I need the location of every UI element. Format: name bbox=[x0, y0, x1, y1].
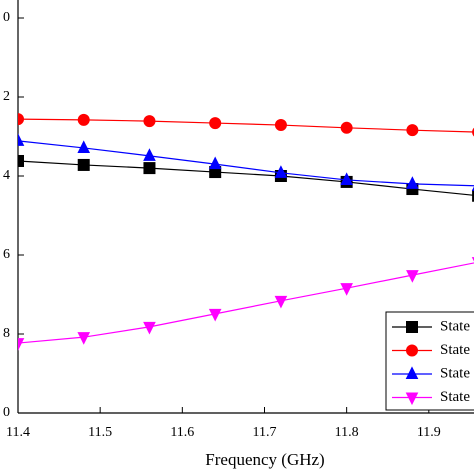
data-point bbox=[143, 115, 156, 128]
y-tick-label: 0 bbox=[3, 10, 10, 25]
data-point bbox=[18, 154, 24, 167]
legend-label: State bbox=[440, 365, 470, 381]
data-point bbox=[18, 113, 24, 126]
data-point bbox=[77, 332, 91, 345]
x-tick-label: 11.7 bbox=[252, 425, 276, 440]
data-point bbox=[77, 113, 90, 126]
data-point bbox=[208, 156, 222, 170]
series-line bbox=[18, 160, 474, 196]
data-point bbox=[406, 270, 419, 283]
x-axis-label: Frequency (GHz) bbox=[205, 450, 324, 469]
data-point bbox=[143, 321, 156, 335]
data-point bbox=[340, 172, 353, 185]
x-tick-label: 11.8 bbox=[335, 425, 359, 440]
data-point bbox=[18, 338, 25, 351]
data-point bbox=[77, 140, 91, 153]
data-point bbox=[18, 133, 25, 146]
y-tick-label: 0 bbox=[3, 405, 10, 420]
legend-box bbox=[385, 311, 474, 411]
x-tick-label: 11.6 bbox=[170, 425, 194, 440]
legend-marker bbox=[405, 392, 419, 406]
data-point bbox=[208, 308, 222, 322]
x-tick-label: 11.4 bbox=[6, 425, 30, 440]
data-point bbox=[472, 189, 474, 202]
legend-label: State bbox=[440, 342, 470, 358]
legend-marker bbox=[406, 321, 418, 333]
data-point bbox=[77, 158, 90, 171]
plot-area bbox=[18, 113, 474, 351]
y-tick-label: 2 bbox=[3, 89, 10, 104]
data-point bbox=[406, 124, 419, 137]
series-line bbox=[18, 118, 474, 133]
data-point bbox=[274, 295, 288, 309]
y-tick-label: 6 bbox=[3, 247, 10, 262]
y-tick-label: 4 bbox=[3, 168, 10, 183]
data-point bbox=[143, 162, 156, 175]
data-point bbox=[143, 148, 156, 161]
x-tick-label: 11.9 bbox=[417, 425, 441, 440]
legend-marker bbox=[406, 344, 418, 357]
data-point bbox=[406, 176, 419, 189]
series-line bbox=[18, 140, 474, 187]
data-point bbox=[340, 283, 353, 296]
data-point bbox=[209, 117, 222, 130]
data-point bbox=[340, 121, 353, 134]
legend-label: State bbox=[440, 389, 470, 405]
data-point bbox=[274, 119, 287, 132]
legend-marker bbox=[405, 366, 419, 379]
x-tick-label: 11.5 bbox=[88, 425, 112, 440]
y-tick-label: 8 bbox=[3, 326, 10, 341]
data-point bbox=[274, 165, 288, 178]
series-line bbox=[18, 262, 474, 344]
legend-label: State bbox=[440, 318, 470, 334]
